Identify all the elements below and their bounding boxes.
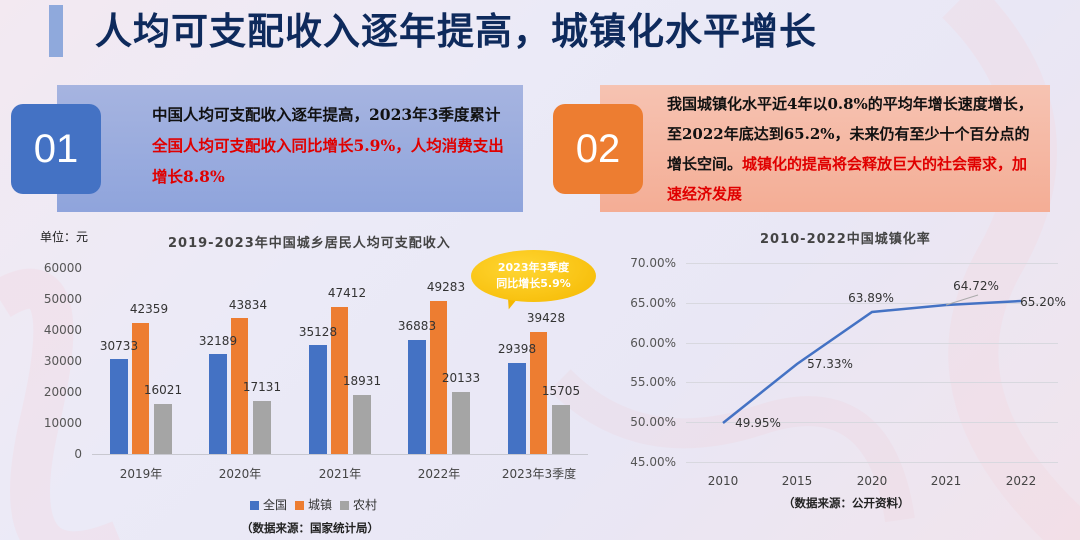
card-number-badge-02: 02 <box>553 104 643 194</box>
card-text: 中国人均可支配收入逐年提高，2023年3季度累计全国人均可支配收入同比增长5.9… <box>152 105 504 186</box>
legend-swatch-icon <box>295 501 305 510</box>
bar-2019-rural <box>154 404 172 454</box>
bar-2022-national <box>408 340 426 454</box>
bar-2020-national <box>209 354 227 454</box>
page-title: 人均可支配收入逐年提高，城镇化水平增长 <box>95 9 817 53</box>
bar-2019-national <box>110 359 128 454</box>
bar-2021-urban <box>331 307 348 454</box>
income-chart-source: （数据来源：国家统计局） <box>241 521 379 535</box>
info-card-urbanization: 我国城镇化水平近4年以0.8%的平均年增长速度增长，至2022年底达到65.2%… <box>600 85 1050 212</box>
bar-2020-rural <box>253 401 271 454</box>
income-chart-legend: 全国 城镇 农村 <box>250 496 377 513</box>
bar-2023q3-urban <box>530 332 547 454</box>
income-chart-x-axis <box>92 454 588 455</box>
legend-item-urban: 城镇 <box>295 496 332 513</box>
legend-item-rural: 农村 <box>340 496 377 513</box>
urbanization-chart-source: （数据来源：公开资料） <box>783 496 910 510</box>
card-number-badge-01: 01 <box>11 104 101 194</box>
growth-callout-bubble: 2023年3季度 同比增长5.9% <box>471 250 596 302</box>
title-accent-bar <box>49 5 63 57</box>
legend-swatch-icon <box>340 501 350 510</box>
bar-2023q3-rural <box>552 405 570 454</box>
bar-2020-urban <box>231 318 248 454</box>
legend-swatch-icon <box>250 501 259 510</box>
bar-2021-national <box>309 345 327 454</box>
info-card-income: 中国人均可支配收入逐年提高，2023年3季度累计全国人均可支配收入同比增长5.9… <box>57 85 523 212</box>
bar-2023q3-national <box>508 363 526 454</box>
urbanization-chart-title: 2010-2022中国城镇化率 <box>760 232 931 247</box>
bar-2022-rural <box>452 392 470 454</box>
bar-2021-rural <box>353 395 371 454</box>
card-text: 我国城镇化水平近4年以0.8%的平均年增长速度增长，至2022年底达到65.2%… <box>667 95 1033 203</box>
bar-2022-urban <box>430 301 447 454</box>
income-chart-title: 2019-2023年中国城乡居民人均可支配收入 <box>168 236 451 251</box>
bar-2019-urban <box>132 323 149 454</box>
unit-label: 单位：元 <box>40 230 89 244</box>
legend-item-national: 全国 <box>250 496 287 513</box>
